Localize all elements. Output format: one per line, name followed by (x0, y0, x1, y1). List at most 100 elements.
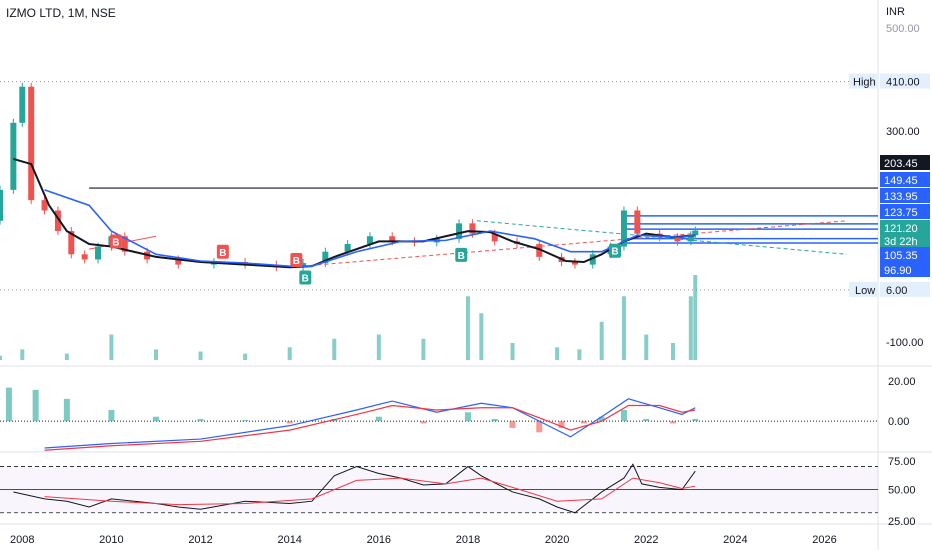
candle (692, 230, 699, 236)
signal-marker (216, 244, 229, 259)
volume-bar (479, 313, 484, 360)
macd-hist-bar (286, 421, 293, 424)
macd-hist-bar (63, 398, 70, 422)
macd-hist-bar (197, 418, 204, 422)
x-tick: 2012 (188, 534, 212, 546)
volume-bar (376, 334, 381, 360)
x-tick: 2008 (10, 534, 34, 546)
candle (389, 236, 396, 242)
candle (28, 86, 35, 201)
candle (81, 254, 88, 260)
signal-marker (455, 247, 468, 262)
signal-marker (109, 234, 122, 249)
candle (95, 246, 102, 260)
ma-line (44, 189, 696, 267)
price-tag-text: 123.75 (884, 207, 918, 219)
macd-pane (0, 387, 878, 451)
price-tag (880, 262, 930, 277)
volume-bar (287, 347, 292, 360)
macd-hist-bar (5, 387, 12, 422)
volume-bar (198, 351, 203, 360)
volume-bar (243, 353, 248, 360)
high-value: 410.00 (886, 77, 920, 89)
signal-marker (299, 270, 312, 285)
macd-hist-bar (558, 421, 565, 428)
ema-line (13, 157, 696, 269)
candle (456, 223, 463, 239)
x-tick: 2020 (545, 534, 569, 546)
price-tick: 500.00 (886, 23, 920, 35)
price-tick: -100.00 (886, 337, 923, 349)
macd-hist-bar (580, 421, 587, 424)
trendline-resistance (476, 220, 847, 255)
signal-label: B (611, 247, 618, 258)
price-tag-text: 149.45 (884, 175, 918, 187)
price-tag-text: 121.20 (884, 223, 918, 235)
candle (10, 122, 17, 190)
candle (322, 251, 329, 264)
volume-bar (0, 355, 2, 360)
price-tag-text: 133.95 (884, 191, 918, 203)
volume-bar (153, 349, 158, 360)
candle (620, 210, 627, 247)
volume-bar (109, 334, 114, 360)
price-tag-text: 3d 22h (884, 236, 918, 248)
macd-hist-bar (620, 410, 627, 422)
candle (121, 236, 128, 252)
macd-hist-bar (643, 418, 650, 422)
macd-tick: 0.00 (888, 416, 909, 428)
macd-hist-bar (509, 421, 516, 428)
macd-hist-bar (242, 420, 249, 422)
candle (589, 254, 596, 265)
volume-pane (0, 275, 698, 360)
candle (366, 236, 373, 244)
x-tick: 2022 (634, 534, 658, 546)
x-tick: 2010 (99, 534, 123, 546)
signal-label: B (219, 248, 226, 259)
x-tick: 2026 (812, 534, 836, 546)
low-badge (849, 281, 877, 297)
price-tag (880, 247, 930, 262)
volume-bar (510, 343, 515, 360)
high-value-badge (880, 73, 930, 89)
high-label: High (853, 77, 876, 89)
volume-bar (693, 275, 698, 360)
macd-signal-line (44, 404, 696, 451)
price-tag (880, 188, 930, 203)
candle (674, 237, 681, 242)
rsi-tick: 75.00 (888, 456, 916, 468)
candle (300, 263, 307, 268)
volume-bar (644, 334, 649, 360)
macd-hist-bar (420, 421, 427, 424)
price-tag-text: 105.35 (884, 250, 918, 262)
price-tag-text: 203.45 (884, 158, 918, 170)
axis-labels: 500.00 300.00 -100.00 High 410.00 Low 6.00 203.… (10, 23, 930, 546)
macd-hist-bar (152, 416, 159, 422)
signal-label: B (302, 274, 309, 285)
signal-marker (290, 253, 303, 267)
candle (41, 200, 48, 211)
x-tick: 2016 (367, 534, 391, 546)
macd-hist-bar (491, 418, 498, 422)
volume-bar (555, 347, 560, 360)
x-tick: 2024 (723, 534, 747, 546)
price-tag (880, 233, 930, 248)
macd-hist-bar (375, 416, 382, 422)
symbol-title: IZMO LTD, 1M, NSE (6, 6, 116, 20)
candle (0, 189, 3, 221)
rsi-pane (0, 463, 878, 514)
volume-bar (64, 353, 69, 360)
price-tag-text: 96.90 (884, 265, 912, 277)
macd-hist-bar (669, 421, 676, 424)
candle (491, 233, 498, 242)
volume-bar (577, 349, 582, 360)
candle (54, 210, 61, 232)
macd-tick: 20.00 (888, 376, 916, 388)
signal-label: B (458, 251, 465, 262)
macd-hist-bar (464, 412, 471, 422)
candle (571, 262, 578, 265)
rsi-ma-line (44, 477, 696, 506)
